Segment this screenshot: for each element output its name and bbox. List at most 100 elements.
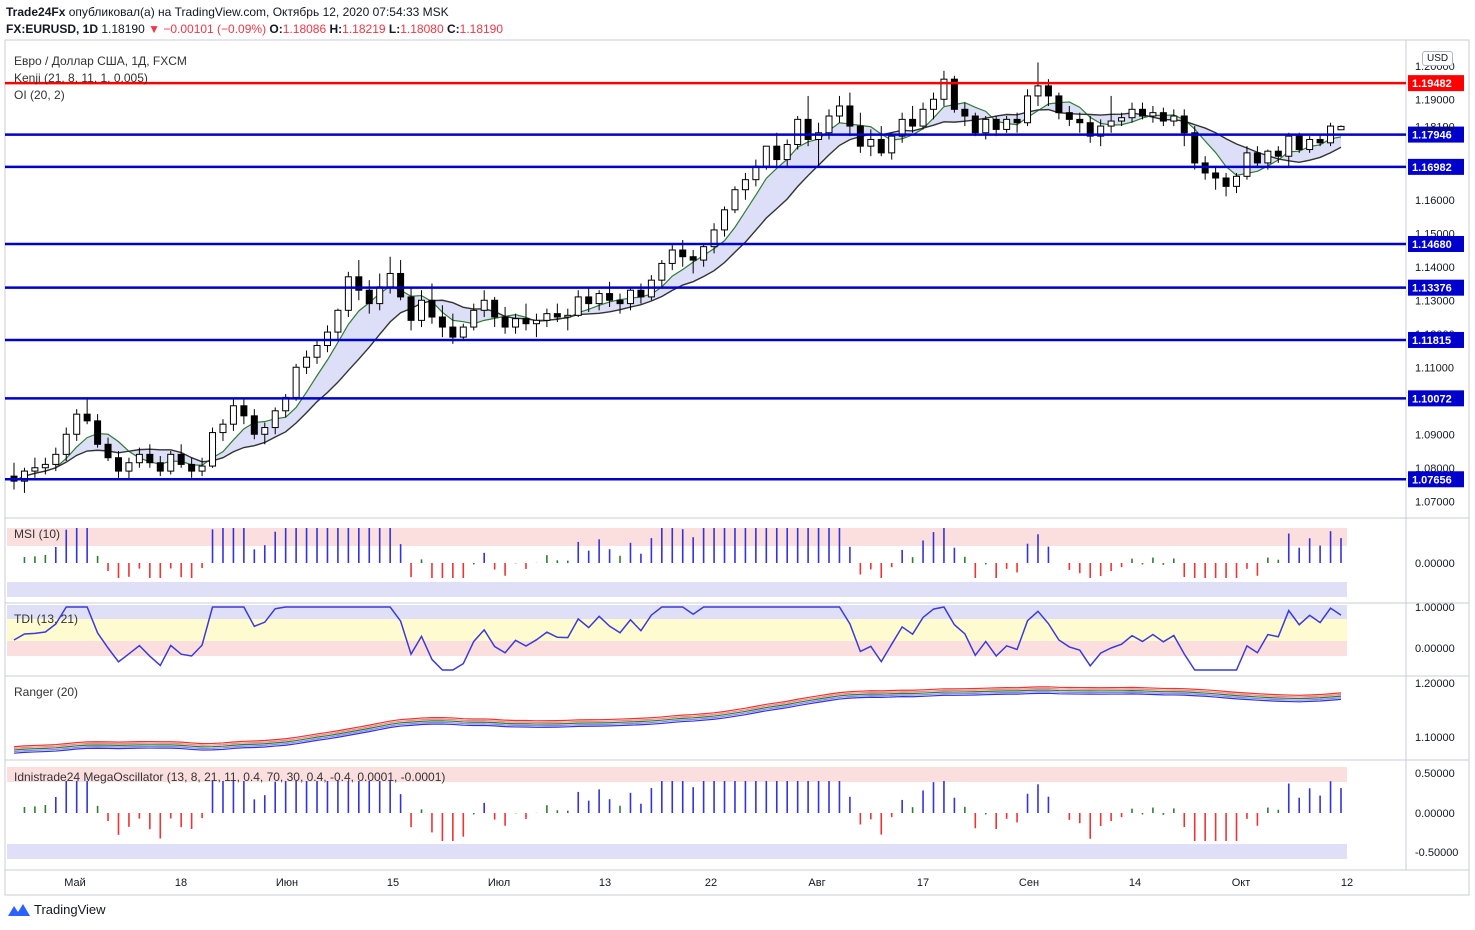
candle-down [1212,172,1220,179]
candle-up [626,289,634,305]
candle-up [564,314,572,318]
high-value: 1.18219 [342,22,386,36]
candle-up [1264,150,1272,164]
close-value: 1.18190 [459,22,504,36]
price-level-label: 1.07656 [1412,474,1452,486]
down-arrow-icon: ▼ [148,22,160,36]
candle-down [950,78,958,110]
tdi-tick-label: 0.00000 [1415,643,1455,655]
price-level-label: 1.13376 [1412,283,1452,295]
last-price: 1.18190 [101,22,145,36]
candle-down [177,453,185,465]
y-tick-label: 1.13000 [1415,295,1455,307]
candle-up [658,262,666,281]
candle-down [1076,118,1084,124]
candle-up [1024,95,1032,124]
candle-down [1180,115,1188,134]
candle-up [271,410,279,429]
candle-down [240,405,248,417]
instrument-title[interactable]: Евро / Доллар США, 1Д, FXCM [14,54,187,68]
x-tick-label: 22 [705,877,717,889]
candle-down [992,118,1000,130]
candle-up [710,229,718,248]
candle-up [835,105,843,117]
candle-up [762,145,770,167]
price-level-tag [1408,279,1464,296]
candle-up [376,286,384,305]
candle-down [1222,177,1230,187]
candle-up [470,309,478,328]
candle-down [585,296,593,305]
candle-down [606,293,614,301]
candle-up [574,296,582,316]
candle-down [1274,150,1282,157]
megaoscillator-pane-label[interactable]: Idnistrade24 MegaOscillator (13, 8, 21, … [14,770,446,784]
kenji-indicator-label[interactable]: Kenji (21, 8, 11, 1, 0.005) [14,71,148,85]
publisher-name[interactable]: Trade24Fx [6,5,66,19]
msi-tick-label: 0.00000 [1415,558,1455,570]
price-level-label: 1.19482 [1412,78,1452,90]
x-tick-label: 17 [917,877,929,889]
candle-down [877,138,885,154]
candle-up [721,209,729,231]
candle-up [532,319,540,325]
x-tick-label: Авг [808,877,825,889]
candle-down [1138,108,1146,117]
mega-lower-zone [7,844,1347,859]
candle-down [689,256,697,261]
candle-down [637,289,645,298]
candle-down [1013,118,1021,124]
candle-up [261,427,269,435]
y-tick-label: 1.09000 [1415,429,1455,441]
tradingview-logo-icon [8,903,30,916]
candle-up [344,276,352,311]
x-tick-label: 14 [1129,877,1141,889]
mega-tick-label: 0.00000 [1415,808,1455,820]
candle-up [1034,85,1042,97]
candle-up [1107,120,1115,127]
x-tick-label: 15 [387,877,399,889]
candle-up [595,293,603,305]
candle-up [73,413,81,435]
ranger-line [13,689,1342,751]
candle-up [198,465,206,472]
candle-up [459,326,467,338]
candle-up [292,366,300,398]
x-tick-label: 12 [1341,877,1353,889]
candle-down [104,443,112,459]
symbol-label[interactable]: FX:EURUSD, 1D [6,22,99,36]
candle-down [856,125,864,147]
oi-indicator-label[interactable]: OI (20, 2) [14,88,65,102]
mega-tick-label: 0.50000 [1415,768,1455,780]
tradingview-footer[interactable]: TradingView [8,902,106,917]
candle-down [522,318,530,325]
candle-down [1295,135,1303,151]
price-level-tag [1408,126,1464,143]
candle-up [929,98,937,110]
tdi-pane-label[interactable]: TDI (13, 21) [14,612,79,626]
candle-up [20,470,28,482]
msi-pane-label[interactable]: MSI (10) [14,527,61,541]
x-tick-label: Июл [488,877,510,889]
candle-down [1191,132,1199,164]
candle-up [1097,125,1105,137]
currency-badge[interactable]: USD [1422,51,1454,66]
candle-down [616,299,624,305]
price-level-tag [1408,471,1464,488]
candle-up [31,467,39,472]
candle-up [982,118,990,134]
ranger-pane-label[interactable]: Ranger (20) [14,685,79,699]
price-level-label: 1.14680 [1412,239,1452,251]
x-tick-label: Сен [1019,877,1039,889]
candle-down [679,249,687,258]
candle-down [846,105,854,127]
candle-up [741,179,749,191]
candle-down [773,145,781,161]
y-tick-label: 1.07000 [1415,496,1455,508]
close-label: C: [446,22,460,36]
tdi-line [13,606,1342,671]
chart-frame [4,39,1470,896]
candle-down [250,415,258,435]
candle-up [700,246,708,261]
